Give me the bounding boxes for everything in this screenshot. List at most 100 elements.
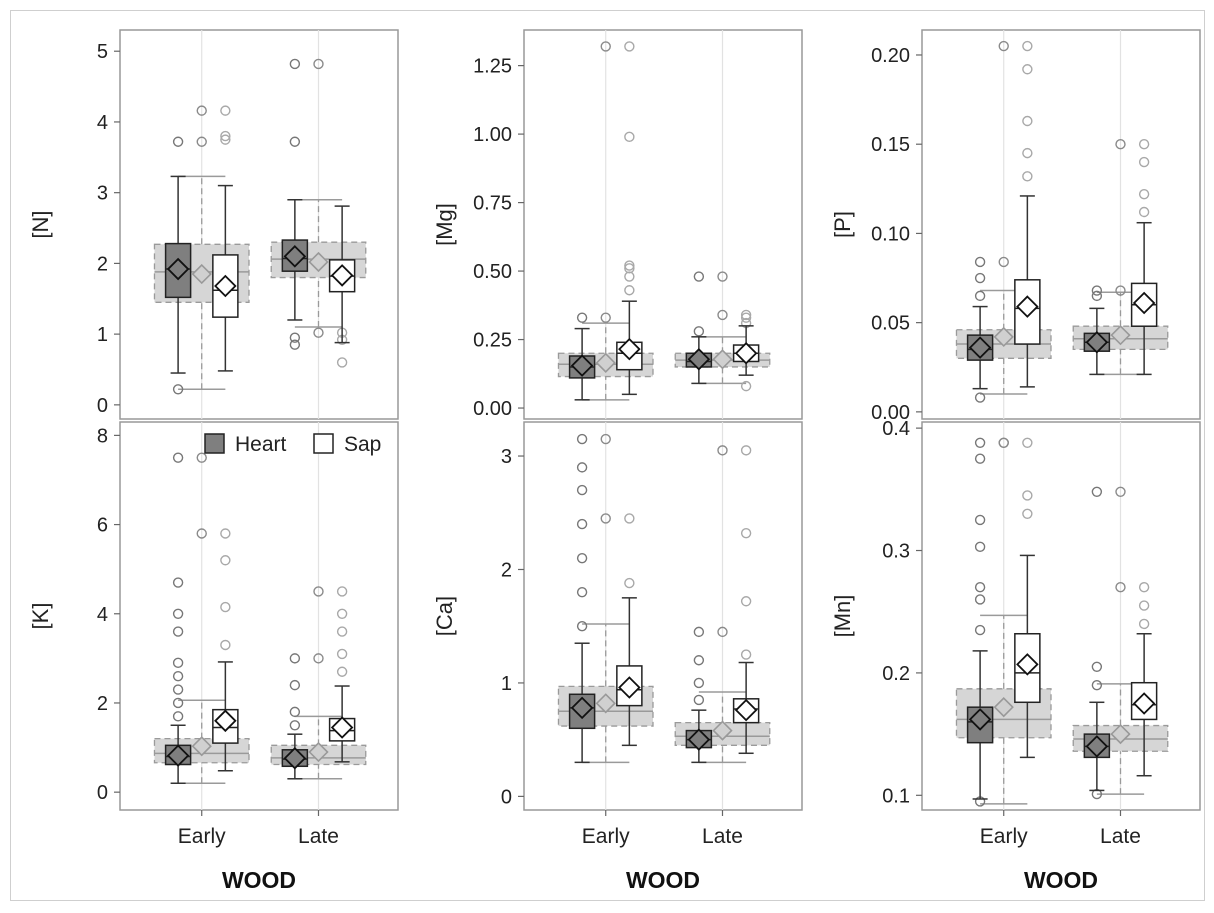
y-axis-title: [Ca] (432, 596, 457, 636)
outlier-point (1091, 486, 1103, 497)
legend-swatch-sap (313, 433, 334, 454)
combined-outlier-point (600, 433, 611, 445)
outlier-point (1022, 508, 1033, 519)
y-tick-label: 0.4 (882, 418, 910, 440)
outlier-point (1138, 600, 1150, 611)
outlier-point (1022, 490, 1033, 501)
outlier-point (1091, 290, 1103, 302)
outlier-point (172, 577, 184, 588)
y-tick-label: 1.00 (473, 124, 512, 146)
y-tick-label: 1 (97, 324, 108, 346)
mean-diamond (687, 728, 711, 751)
y-tick-label: 0.00 (871, 402, 910, 424)
combined-outlier-point (196, 452, 207, 463)
outlier-point (172, 608, 184, 619)
combined-outlier-point (717, 309, 728, 321)
outlier-point (576, 462, 588, 473)
combined-outlier-point (998, 256, 1009, 268)
combined-outlier-point (717, 445, 728, 456)
outlier-point (1022, 147, 1033, 159)
outlier-point (624, 577, 635, 589)
figure-frame (10, 10, 1205, 901)
outlier-point (974, 437, 986, 449)
outlier-point (1138, 156, 1150, 168)
outlier-point (740, 596, 752, 607)
panel-frame (921, 29, 1201, 420)
outlier-point (1138, 188, 1150, 200)
group-late (1072, 422, 1169, 810)
outlier-point (740, 527, 752, 539)
y-tick-label: 0.00 (473, 398, 512, 420)
outlier-point (1022, 171, 1033, 182)
mean-diamond (734, 698, 758, 722)
combined-outlier-point (313, 653, 324, 664)
outlier-point (740, 309, 752, 321)
outlier-point (172, 711, 184, 722)
panel-frame (523, 421, 803, 811)
outlier-point (624, 263, 635, 274)
mean-diamond (734, 341, 758, 365)
panel-1: 0.00 0.25 0.50 0.75 1.00 1.25 [Mg] (432, 29, 803, 420)
combined-outlier-point (196, 136, 207, 147)
mean-diamond (968, 336, 992, 359)
x-tick-label: Early (178, 825, 226, 848)
combined-mean-diamond (712, 349, 733, 370)
outlier-point (974, 594, 986, 605)
outlier-point (289, 706, 301, 718)
mean-diamond (1085, 735, 1109, 758)
mean-diamond (1016, 295, 1039, 318)
outlier-point (336, 586, 348, 597)
y-axis-title: [K] (28, 603, 53, 630)
outlier-point (974, 272, 986, 284)
y-tick-label: 3 (97, 183, 108, 205)
combined-outlier-point (1115, 285, 1126, 296)
outlier-point (693, 694, 705, 706)
mean-diamond (687, 348, 711, 371)
x-tick-label: Late (1100, 825, 1141, 848)
x-tick-label: Early (582, 825, 630, 848)
outlier-point (220, 105, 231, 116)
combined-mean-diamond (712, 720, 733, 741)
x-tick-label: Early (980, 825, 1028, 848)
y-axis-title: [Mn] (830, 595, 855, 638)
combined-mean-diamond (993, 697, 1014, 718)
y-tick-label: 1 (501, 673, 512, 695)
mean-diamond (166, 744, 190, 767)
outlier-point (693, 326, 705, 337)
combined-outlier-point (1115, 582, 1126, 593)
outlier-point (1138, 206, 1150, 218)
y-tick-label: 1.25 (473, 56, 512, 78)
outlier-point (220, 601, 231, 613)
outlier-point (336, 608, 348, 619)
outlier-point (974, 256, 986, 268)
x-tick-label: Late (702, 825, 743, 848)
group-early (955, 30, 1052, 419)
outlier-point (172, 657, 184, 669)
outlier-point (624, 271, 635, 282)
outlier-point (740, 380, 752, 392)
mean-diamond (1085, 330, 1109, 354)
outlier-point (693, 655, 705, 666)
outlier-point (336, 357, 348, 368)
group-late (674, 422, 771, 810)
y-tick-label: 0.10 (871, 223, 910, 245)
group-late (674, 30, 771, 419)
combined-outlier-point (600, 41, 611, 52)
outlier-point (1022, 115, 1033, 127)
mean-diamond (570, 354, 594, 377)
group-late (270, 422, 367, 810)
outlier-point (220, 528, 231, 539)
group-early (557, 30, 654, 419)
outlier-point (740, 649, 752, 660)
y-tick-label: 3 (501, 446, 512, 468)
outlier-point (974, 453, 986, 464)
panel-frame (921, 421, 1201, 811)
combined-mean-diamond (993, 326, 1014, 348)
outlier-point (172, 452, 184, 463)
mean-diamond (283, 746, 307, 770)
panel-0: 0 1 2 3 4 5 [N] (28, 29, 399, 420)
outlier-point (172, 626, 184, 637)
combined-outlier-point (313, 58, 324, 70)
outlier-point (576, 484, 588, 496)
